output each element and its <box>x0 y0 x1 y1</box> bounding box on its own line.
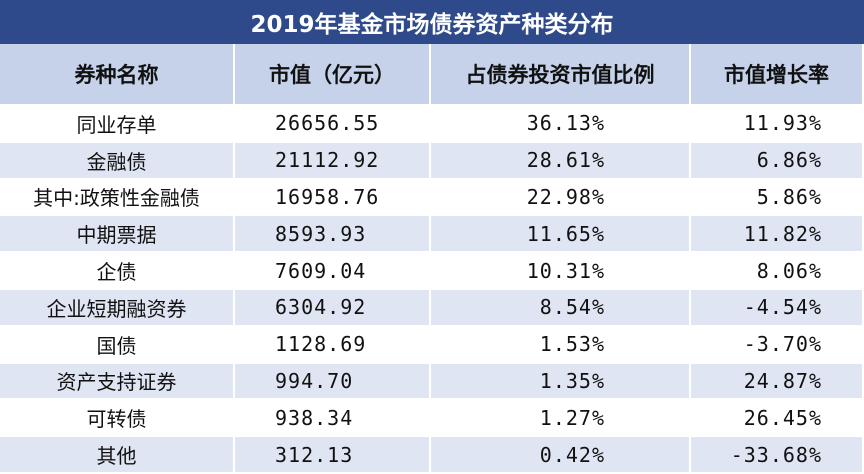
table-cell: 28.61% <box>431 142 691 180</box>
table-row: 企业短期融资券 6304.92 8.54% -4.54% <box>0 290 864 327</box>
table-cell: 8593.93 <box>235 216 431 254</box>
table-cell: -4.54% <box>691 290 864 327</box>
table-cell: -3.70% <box>691 326 864 364</box>
table-row: 可转债 938.34 1.27% 26.45% <box>0 400 864 438</box>
table-cell: 0.42% <box>431 437 691 474</box>
table-cell: 1.27% <box>431 400 691 438</box>
header-row: 券种名称 市值（亿元） 占债券投资市值比例 市值增长率 <box>0 44 864 106</box>
table-cell: 其中:政策性金融债 <box>0 179 235 217</box>
table-cell: 10.31% <box>431 253 691 290</box>
table-cell: 22.98% <box>431 179 691 217</box>
table-cell: 国债 <box>0 326 235 364</box>
table-row: 企债 7609.04 10.31% 8.06% <box>0 253 864 290</box>
header-cell: 市值（亿元） <box>235 44 431 106</box>
table-cell: 312.13 <box>235 437 431 474</box>
table-cell: 5.86% <box>691 179 864 217</box>
table-cell: 26656.55 <box>235 106 431 143</box>
table-cell: 938.34 <box>235 400 431 438</box>
table-row: 金融债 21112.92 28.61% 6.86% <box>0 142 864 180</box>
table-cell: 1128.69 <box>235 326 431 364</box>
table-cell: 同业存单 <box>0 106 235 143</box>
table-row: 中期票据 8593.93 11.65% 11.82% <box>0 216 864 254</box>
table-cell: 企债 <box>0 253 235 290</box>
table-cell: 资产支持证券 <box>0 363 235 401</box>
table-cell: 金融债 <box>0 142 235 180</box>
header-cell: 券种名称 <box>0 44 235 106</box>
table-cell: 11.82% <box>691 216 864 254</box>
table-row: 其他 312.13 0.42% -33.68% <box>0 437 864 474</box>
table-cell: 24.87% <box>691 363 864 401</box>
table-row: 国债 1128.69 1.53% -3.70% <box>0 326 864 364</box>
table-cell: 可转债 <box>0 400 235 438</box>
header-cell: 市值增长率 <box>691 44 864 106</box>
table-row: 资产支持证券 994.70 1.35% 24.87% <box>0 363 864 401</box>
table-cell: -33.68% <box>691 437 864 474</box>
table-cell: 企业短期融资券 <box>0 290 235 327</box>
table-cell: 1.53% <box>431 326 691 364</box>
header-cell: 占债券投资市值比例 <box>431 44 691 106</box>
table-row: 同业存单 26656.55 36.13% 11.93% <box>0 106 864 143</box>
table-cell: 6304.92 <box>235 290 431 327</box>
table-cell: 11.93% <box>691 106 864 143</box>
table-cell: 21112.92 <box>235 142 431 180</box>
table-cell: 16958.76 <box>235 179 431 217</box>
table-cell: 11.65% <box>431 216 691 254</box>
table-cell: 36.13% <box>431 106 691 143</box>
table-cell: 8.54% <box>431 290 691 327</box>
table-cell: 1.35% <box>431 363 691 401</box>
table-title: 2019年基金市场债券资产种类分布 <box>0 0 864 44</box>
table-cell: 8.06% <box>691 253 864 290</box>
table-cell: 26.45% <box>691 400 864 438</box>
table-row: 其中:政策性金融债 16958.76 22.98% 5.86% <box>0 179 864 217</box>
table-cell: 6.86% <box>691 142 864 180</box>
table-cell: 7609.04 <box>235 253 431 290</box>
table-cell: 其他 <box>0 437 235 474</box>
table-cell: 中期票据 <box>0 216 235 254</box>
table-cell: 994.70 <box>235 363 431 401</box>
